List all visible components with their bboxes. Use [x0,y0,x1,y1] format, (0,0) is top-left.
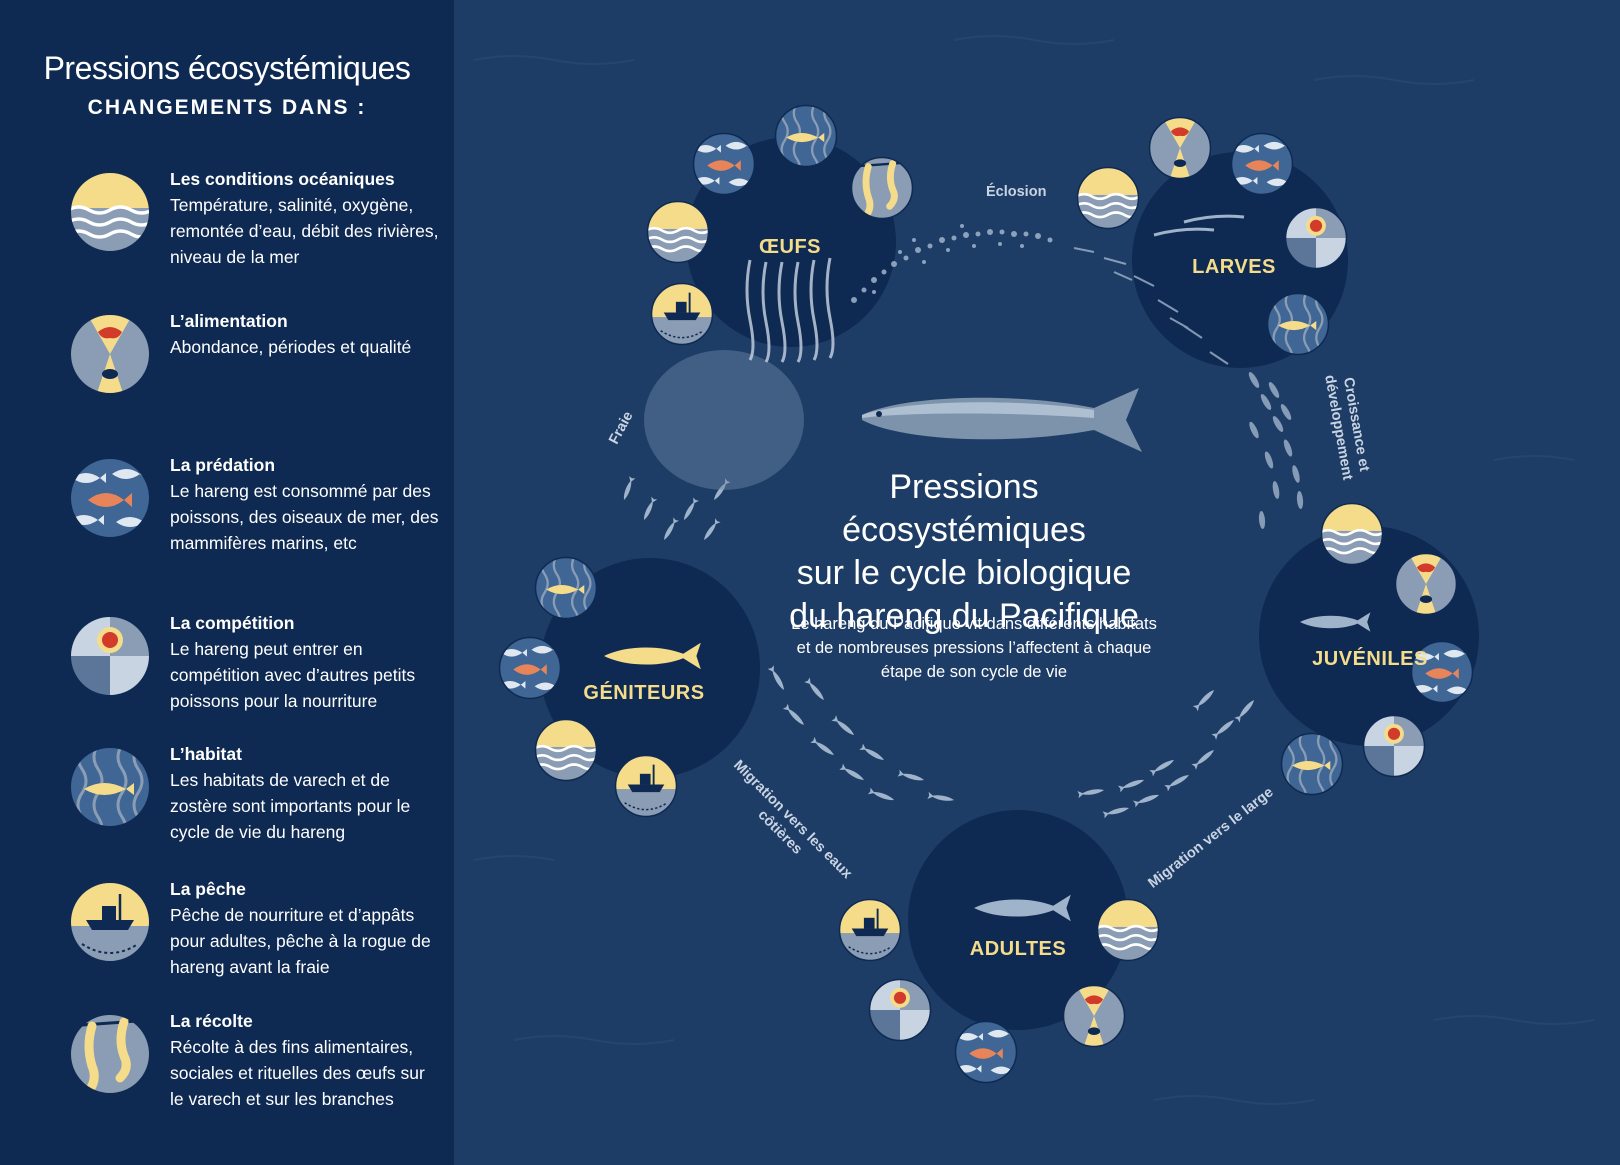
legend-item-competition: La compétition Le hareng peut entrer en c… [0,613,454,724]
kelp-eggs [745,257,835,363]
harvest-icon [68,1012,152,1096]
life-cycle-diagram: ŒUFS LARVES JUVÉNILES ADULTES GÉNITEURS … [454,0,1620,1165]
stage-label-adultes: ADULTES [969,938,1067,960]
legend-item-desc: Les habitats de varech et de zostère son… [170,770,411,842]
legend-title: Pressions écosystémiques [43,50,411,86]
habitat-icon [1280,732,1344,805]
legend-item-title: La pêche [170,879,246,899]
legend-item-desc: Température, salinité, oxygène, remontée… [170,195,439,267]
legend-item-habitat: L’habitat Les habitats de varech et de zo… [0,744,454,855]
center-description: Le hareng du Pacifique vit dans différen… [791,615,1157,681]
ocean-conditions-icon [68,170,152,254]
legend-item-title: Les conditions océaniques [170,169,395,189]
habitat-icon [68,745,152,829]
legend-item-ocean: Les conditions océaniques Température, sa… [0,169,454,280]
stage-label-geniteurs: GÉNITEURS [583,682,705,704]
legend-item-harvest: La récolte Récolte à des fins alimentaire… [0,1011,454,1122]
fishing-icon [68,880,152,964]
transition-eclosion: Éclosion [986,184,1047,200]
center-title-line: du hareng du Pacifique [789,597,1139,635]
adult-school-east [1077,687,1257,819]
adult-school-west [767,665,955,804]
legend-item-title: La compétition [170,613,295,633]
legend-item-desc: Le hareng peut entrer en compétition ave… [170,639,416,711]
legend-item-title: L’habitat [170,744,242,764]
stage-label-juveniles: JUVÉNILES [1312,648,1428,670]
center-title-line: Pressions écosystémiques [842,468,1086,549]
legend-sidebar: Pressions écosystémiques CHANGEMENTS DAN… [0,0,454,1165]
legend-item-desc: Le hareng est consommé par des poissons,… [170,481,439,553]
predation-icon [954,1020,1018,1084]
legend-item-desc: Récolte à des fins alimentaires, sociale… [170,1037,425,1109]
legend-item-title: La récolte [170,1011,253,1031]
spawner-fish [604,642,701,670]
food-icon [68,312,152,396]
legend-item-title: La prédation [170,455,276,475]
cycle-artwork [473,35,1595,1105]
stage-circle-geniteurs [540,558,760,778]
legend-item-food: L’alimentation Abondance, périodes et qua… [0,311,454,422]
stage-circle-adultes [908,810,1128,1030]
competition-icon [868,978,932,1042]
legend-item-desc: Pêche de nourriture et d’appâts pour adu… [170,905,431,977]
competition-icon [68,614,152,698]
juvenile-school [1248,372,1304,529]
water-texture [473,35,1595,1105]
legend-item-fishing: La pêche Pêche de nourriture et d’appâts … [0,879,454,990]
legend-subtitle: CHANGEMENTS DANS : [87,96,367,119]
predation-icon [68,456,152,540]
legend-item-desc: Abondance, périodes et qualité [170,337,412,357]
center-title: Pressions écosystémiques sur le cycle bi… [784,466,1144,638]
stage-label-larves: LARVES [1192,256,1276,278]
ocean-conditions-icon [1076,166,1140,230]
fishing-icon [838,898,902,962]
spawning-glow [644,350,804,490]
larvae-trail [1073,247,1229,365]
central-herring [862,388,1142,452]
legend-item-predation: La prédation Le hareng est consommé par d… [0,455,454,566]
larvae-fish [1153,214,1245,237]
stage-label-oeufs: ŒUFS [759,236,821,258]
egg-trail [851,224,1053,303]
center-title-line: sur le cycle biologique [796,554,1132,592]
legend-item-title: L’alimentation [170,311,288,331]
